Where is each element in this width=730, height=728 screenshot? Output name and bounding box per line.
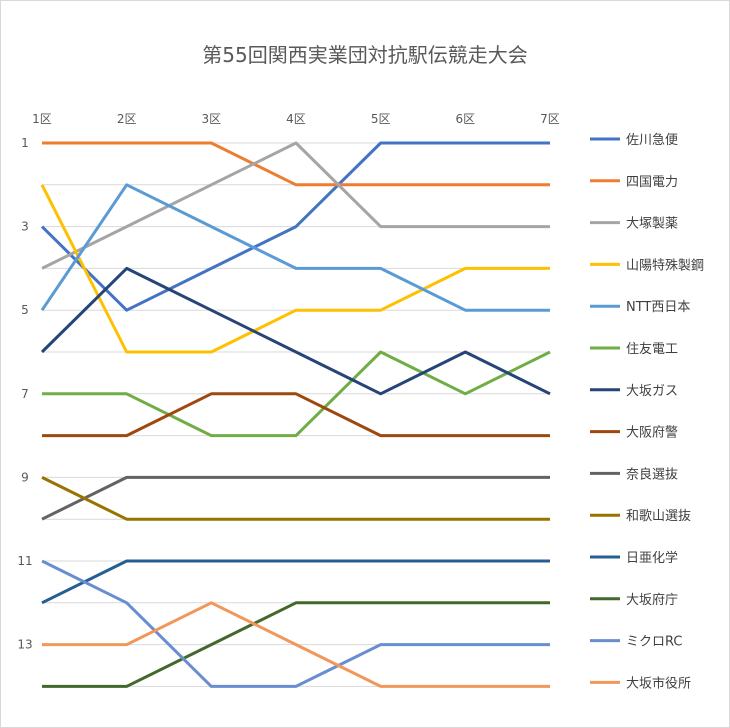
series-line [42, 601, 550, 688]
y-tick-label: 5 [21, 303, 29, 317]
legend-item: 奈良選抜 [590, 466, 678, 482]
series-line [42, 392, 550, 438]
legend-item: 住友電工 [590, 341, 678, 357]
y-tick-label: 11 [17, 554, 32, 568]
legend-item: NTT西日本 [590, 300, 690, 315]
legend-label: 奈良選抜 [626, 466, 678, 482]
x-tick-label: 2区 [117, 112, 137, 126]
x-tick-label: 4区 [286, 112, 306, 126]
x-axis-tick-labels: 1区 2区 3区 4区 5区 6区 7区 [32, 112, 560, 126]
legend-item: 大阪府警 [590, 425, 678, 441]
x-tick-label: 3区 [202, 112, 222, 126]
legend-item: 大坂府庁 [590, 593, 678, 608]
series-line [40, 266, 551, 396]
x-tick-label: 6区 [456, 112, 476, 126]
legend-label: 大坂市役所 [626, 675, 691, 691]
legend-label: 山陽特殊製鋼 [626, 258, 704, 273]
legend-label: 大坂ガス [626, 384, 678, 399]
series-line [41, 559, 550, 605]
legend-label: 大阪府警 [626, 425, 678, 441]
series-line [42, 141, 550, 187]
y-tick-label: 9 [21, 470, 29, 484]
legend-item: 大坂ガス [590, 384, 678, 399]
series-line [42, 601, 550, 688]
series-line [41, 559, 550, 688]
legend-label: 四国電力 [626, 175, 678, 190]
x-tick-label: 7区 [540, 112, 560, 126]
chart-title: 第55回関西実業団対抗駅伝競走大会 [202, 43, 528, 67]
legend-item: 大坂市役所 [590, 675, 691, 691]
legend-label: ミクロRC [626, 635, 682, 650]
series-line [41, 476, 550, 521]
series-line [42, 350, 551, 438]
legend-label: 和歌山選抜 [626, 508, 691, 524]
series-lines [40, 141, 551, 688]
legend-item: 山陽特殊製鋼 [590, 258, 704, 273]
y-tick-label: 3 [21, 220, 29, 234]
legend-label: 日亜化学 [626, 550, 678, 566]
legend-item: 日亜化学 [590, 550, 678, 566]
y-tick-label: 13 [17, 638, 32, 652]
legend-label: 佐川急便 [626, 133, 678, 148]
series-line [41, 475, 550, 521]
legend-item: 和歌山選抜 [590, 508, 691, 524]
legend-item: ミクロRC [590, 635, 682, 650]
legend-item: 四国電力 [590, 175, 678, 190]
legend-item: 佐川急便 [590, 133, 678, 148]
legend-label: 大塚製薬 [626, 217, 678, 232]
series-line [40, 184, 550, 354]
y-tick-label: 1 [21, 136, 29, 150]
y-tick-label: 7 [21, 387, 29, 401]
series-line [40, 183, 550, 312]
legend-label: NTT西日本 [626, 300, 690, 315]
legend-label: 大坂府庁 [626, 593, 678, 608]
x-tick-label: 5区 [371, 112, 391, 126]
x-tick-label: 1区 [32, 112, 52, 126]
legend-item: 大塚製薬 [590, 217, 678, 232]
legend-label: 住友電工 [626, 341, 678, 357]
series-line [40, 141, 550, 312]
series-line [41, 141, 550, 270]
